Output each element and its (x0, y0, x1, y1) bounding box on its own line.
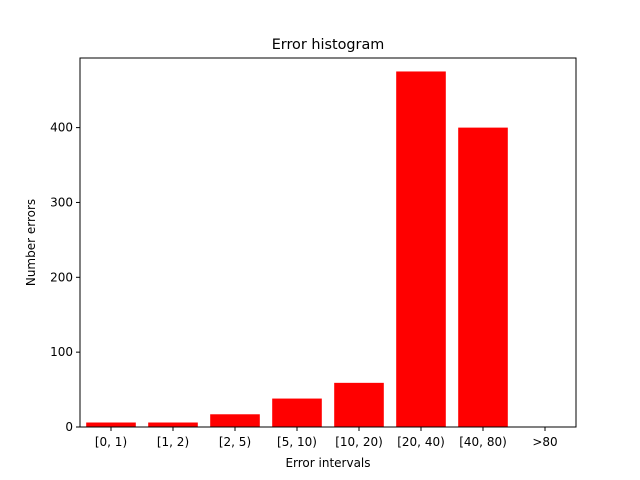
x-tick-label: [2, 5) (219, 435, 251, 449)
y-tick-label: 200 (50, 270, 73, 284)
x-tick-label: [10, 20) (335, 435, 383, 449)
y-tick-label: 100 (50, 345, 73, 359)
x-tick-label: [1, 2) (157, 435, 189, 449)
bar-40-80 (458, 127, 508, 428)
x-tick-label: [40, 80) (459, 435, 507, 449)
bar-2-5 (210, 414, 260, 427)
y-axis-label: Number errors (24, 199, 38, 286)
bar-20-40 (396, 71, 446, 427)
bars-group (86, 71, 508, 428)
x-tick-label: [20, 40) (397, 435, 445, 449)
y-tick-label: 300 (50, 195, 73, 209)
bar-0-1 (86, 422, 136, 427)
bar-10-20 (334, 382, 384, 427)
x-tick-label: [5, 10) (277, 435, 317, 449)
y-axis-ticks: 0 100 200 300 400 (50, 121, 80, 434)
x-axis-ticks: [0, 1) [1, 2) [2, 5) [5, 10) [10, 20) [20, 40… (95, 427, 558, 449)
x-tick-label: >80 (532, 435, 557, 449)
bar-5-10 (272, 398, 322, 427)
chart-title: Error histogram (272, 37, 385, 53)
y-tick-label: 0 (65, 420, 73, 434)
bar-1-2 (148, 422, 198, 427)
y-tick-label: 400 (50, 121, 73, 135)
x-axis-label: Error intervals (285, 456, 370, 470)
plot-area-frame (79, 57, 577, 428)
x-tick-label: [0, 1) (95, 435, 127, 449)
